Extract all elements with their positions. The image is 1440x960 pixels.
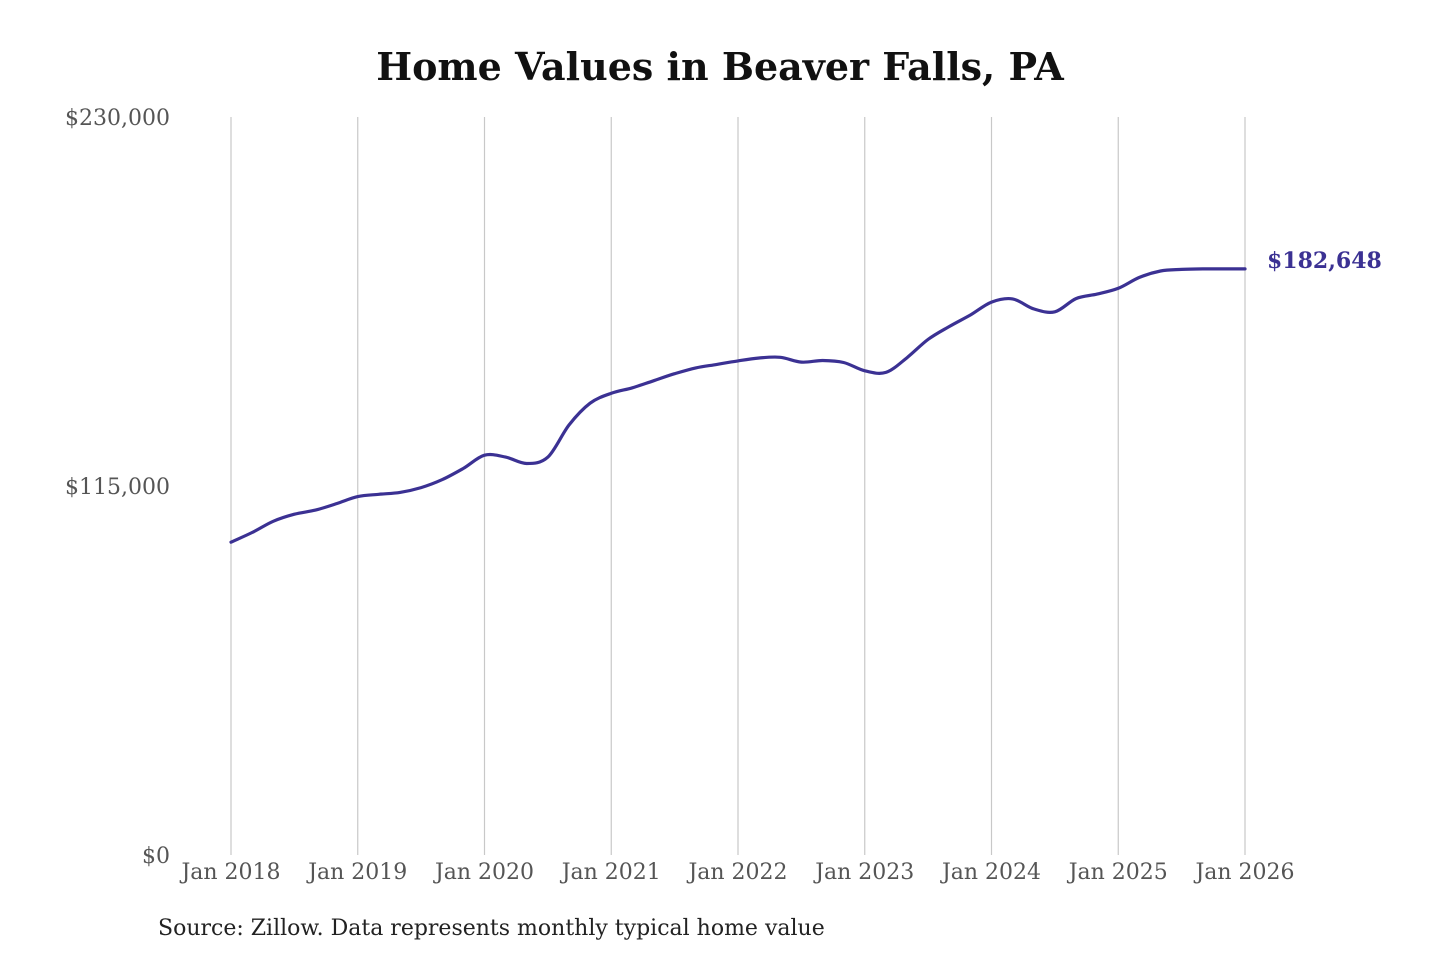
x-tick-label: Jan 2024 <box>940 860 1041 885</box>
source-note: Source: Zillow. Data represents monthly … <box>158 916 825 941</box>
x-tick-label: Jan 2018 <box>179 860 280 885</box>
x-tick-label: Jan 2019 <box>306 860 407 885</box>
x-tick-label: Jan 2021 <box>560 860 661 885</box>
x-tick-label: Jan 2022 <box>686 860 787 885</box>
x-tick-label: Jan 2026 <box>1193 860 1294 885</box>
x-axis-ticks: Jan 2018 Jan 2019 Jan 2020 Jan 2021 Jan 2022… <box>179 860 1294 885</box>
x-tick-label: Jan 2020 <box>433 860 534 885</box>
series-line <box>229 267 1247 544</box>
y-tick-label: $0 <box>142 844 170 869</box>
data-labels: $182,648 <box>1267 248 1382 274</box>
x-tick-label: Jan 2023 <box>813 860 914 885</box>
series <box>229 267 1247 544</box>
y-tick-label: $115,000 <box>65 475 170 500</box>
y-tick-label: $230,000 <box>65 106 170 131</box>
gridlines <box>230 117 1246 855</box>
chart-title: Home Values in Beaver Falls, PA <box>376 44 1064 89</box>
x-tick-label: Jan 2025 <box>1067 860 1168 885</box>
y-axis-ticks: $0 $115,000 $230,000 <box>65 106 170 869</box>
end-value-label: $182,648 <box>1267 248 1382 274</box>
